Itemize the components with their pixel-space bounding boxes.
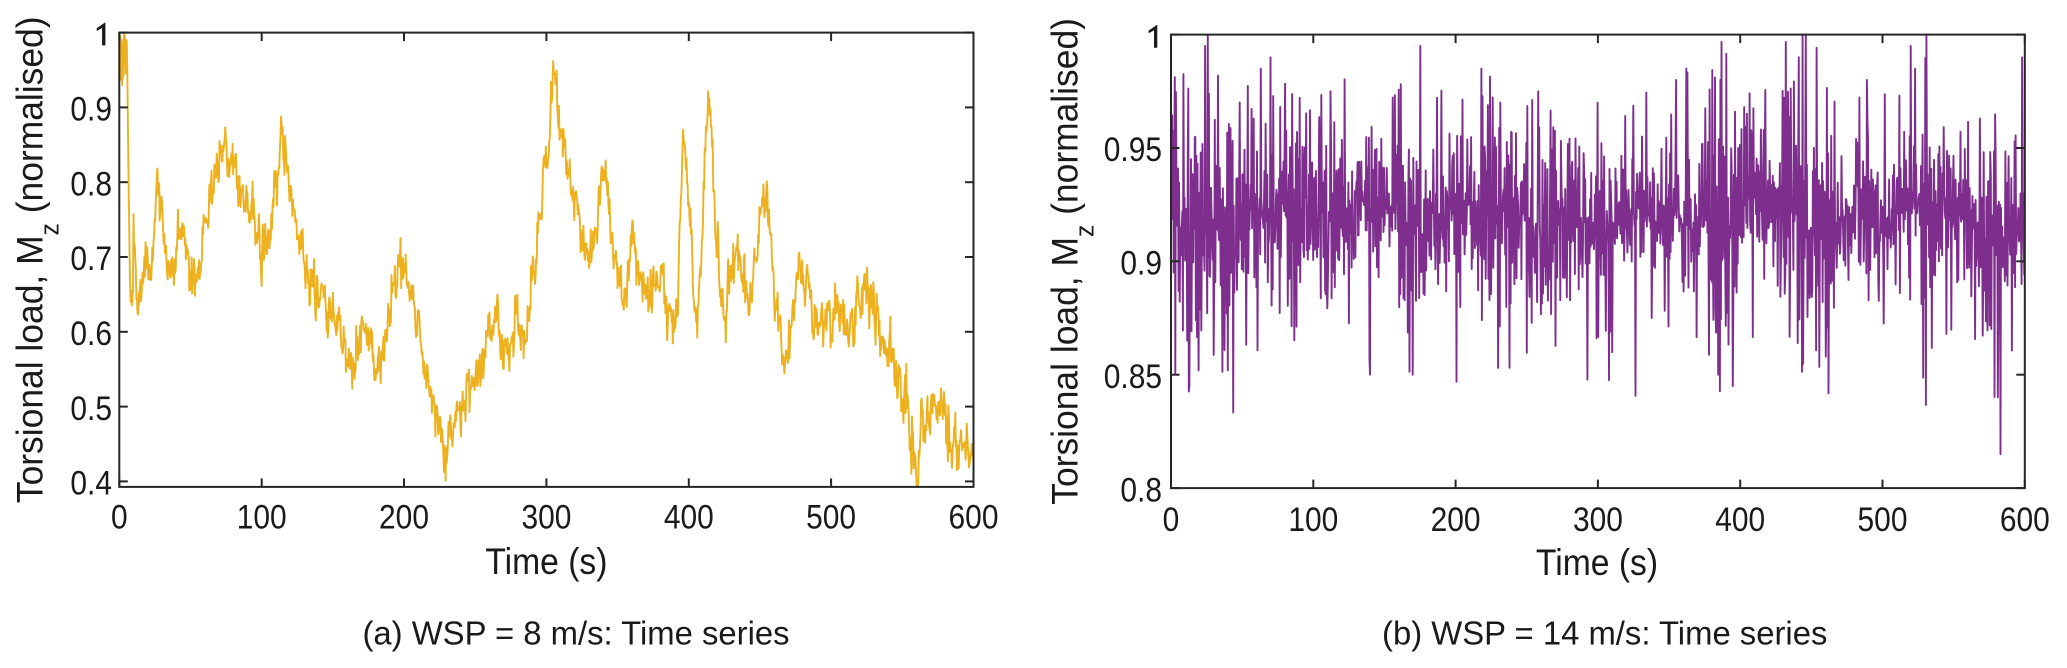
svg-text:Time (s): Time (s): [1536, 542, 1658, 583]
svg-text:0.9: 0.9: [1120, 244, 1162, 282]
svg-text:Torsional load, Mz (normalised: Torsional load, Mz (normalised): [1044, 18, 1100, 505]
svg-text:(a) WSP = 8 m/s: Time series: (a) WSP = 8 m/s: Time series: [362, 615, 789, 652]
svg-text:0.5: 0.5: [70, 389, 112, 427]
svg-text:0.8: 0.8: [1120, 470, 1162, 508]
svg-text:400: 400: [1715, 500, 1765, 538]
svg-text:500: 500: [806, 498, 856, 536]
svg-text:600: 600: [2000, 500, 2050, 538]
svg-text:300: 300: [1573, 500, 1623, 538]
svg-text:100: 100: [237, 498, 287, 536]
svg-text:200: 200: [1431, 500, 1481, 538]
svg-text:400: 400: [664, 498, 714, 536]
svg-text:0.4: 0.4: [70, 464, 112, 502]
svg-text:0.85: 0.85: [1104, 357, 1162, 395]
svg-text:0.7: 0.7: [70, 239, 112, 277]
svg-text:Torsional load, Mz (normalised: Torsional load, Mz (normalised): [9, 16, 65, 503]
svg-text:0: 0: [111, 498, 128, 536]
svg-text:0: 0: [1163, 500, 1180, 538]
svg-text:Time (s): Time (s): [485, 541, 607, 582]
svg-text:0.95: 0.95: [1104, 130, 1162, 168]
svg-text:0.8: 0.8: [70, 165, 112, 203]
svg-text:500: 500: [1858, 500, 1908, 538]
svg-text:0.6: 0.6: [70, 314, 112, 352]
svg-text:0.9: 0.9: [70, 90, 112, 128]
svg-text:200: 200: [379, 498, 429, 536]
svg-text:100: 100: [1288, 500, 1338, 538]
svg-text:600: 600: [949, 498, 999, 536]
svg-text:(b) WSP = 14 m/s: Time series: (b) WSP = 14 m/s: Time series: [1382, 615, 1827, 652]
svg-text:300: 300: [521, 498, 571, 536]
